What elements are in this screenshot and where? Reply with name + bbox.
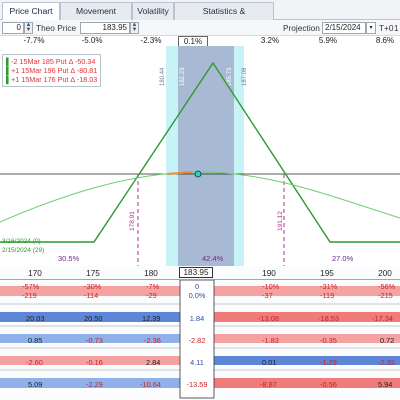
probability-mid: 42.4% (202, 254, 224, 263)
row-values: -57% -30% -7% -10% -31% -56% -219 -114 -… (0, 280, 400, 400)
band-label: 187.08 (242, 67, 248, 86)
greeks-bars (0, 280, 400, 399)
tab-movement-analysis[interactable]: Movement Analysis (60, 2, 132, 32)
cell: -0.73 (86, 336, 103, 345)
x-axis: 170 175 180 183.95 190 195 200 (0, 266, 400, 280)
legend-item: ▌+1 15Mar 176 Put Δ -18.03 (6, 75, 98, 84)
pct-label: 3.2% (260, 36, 280, 45)
cell: -10% (262, 282, 280, 291)
date-dropdown-icon[interactable]: ▾ (366, 22, 376, 34)
legend-item: ▌-2 15Mar 185 Put Δ -50.34 (6, 57, 96, 66)
payoff-expiration-line (0, 61, 400, 243)
center-cell: 1.84 (189, 314, 205, 323)
percent-row: -7.7% -5.0% -2.3% 0.1% 3.2% 5.9% 8.6% (0, 36, 400, 48)
payoff-chart[interactable]: 180.44 182.23 185.73 187.08 178.91 191.1… (0, 46, 400, 266)
projection-label: Projection (283, 23, 320, 33)
pct-label: 8.6% (375, 36, 395, 45)
cell: 0.01 (262, 358, 277, 367)
cell: 0.85 (28, 336, 43, 345)
x-tick: 180 (144, 269, 158, 278)
cell: -30% (84, 282, 102, 291)
controls-row: 0 ▲ ▼ Theo Price 183.95 ▲ ▼ Projection 2/1… (0, 20, 400, 36)
center-cell: 4.11 (190, 358, 204, 367)
theo-price-label: Theo Price (36, 23, 77, 33)
cell: 5.94 (378, 380, 393, 389)
projection-offset: T+0 (379, 23, 394, 33)
cell: -37 (262, 291, 273, 300)
cell: -10.64 (140, 380, 161, 389)
cell: 2.84 (146, 358, 161, 367)
x-tick: 200 (378, 269, 392, 278)
x-tick: 175 (86, 269, 100, 278)
cell: 12.39 (142, 314, 161, 323)
theo-price-stepper[interactable]: ▲ ▼ (130, 22, 139, 34)
cell: -215 (378, 291, 393, 300)
breakeven-right-label: 191.12 (277, 211, 284, 231)
pct-label: -2.3% (140, 36, 162, 45)
cell: -119 (320, 291, 335, 300)
x-tick-current: 183.95 (179, 267, 213, 278)
cell: -2.29 (86, 380, 103, 389)
positions-legend: ▌-2 15Mar 185 Put Δ -50.34 ▌+1 15Mar 196… (2, 54, 102, 87)
date-label-expiration: 3/16/2024 (0) (2, 238, 41, 245)
tab-price-chart[interactable]: Price Chart (2, 2, 60, 20)
tab-statistics-fundamentals[interactable]: Statistics & Fundamentals (174, 2, 274, 32)
cell: -7% (146, 282, 160, 291)
cell: -0.56 (320, 380, 337, 389)
cell: 0.72 (380, 336, 395, 345)
center-cell: 0 (194, 282, 200, 291)
tab-volatility[interactable]: Volatility (132, 2, 174, 20)
center-cell: -2.82 (188, 336, 206, 345)
x-tick: 195 (320, 269, 334, 278)
cell: -219 (22, 291, 37, 300)
probability-right: 27.0% (332, 254, 354, 263)
band-label: 180.44 (160, 67, 166, 86)
cell: -8.87 (260, 380, 277, 389)
cell: -56% (378, 282, 396, 291)
cell: -2.36 (144, 336, 161, 345)
cell: 5.09 (28, 380, 43, 389)
date-label-current: 2/15/2024 (29) (2, 247, 44, 254)
breakeven-left-label: 178.91 (129, 211, 136, 231)
cell: -31% (320, 282, 338, 291)
center-cell: 0.0% (188, 291, 206, 300)
cell: 20.03 (26, 314, 45, 323)
quantity-input[interactable]: 0 (2, 22, 24, 34)
pct-label: -5.0% (81, 36, 103, 45)
cell: -18.53 (318, 314, 339, 323)
cell: -2.32 (378, 358, 395, 367)
pct-label: -7.7% (23, 36, 45, 45)
cell: -0.35 (320, 336, 337, 345)
pct-label: 5.9% (318, 36, 338, 45)
theo-price-input[interactable]: 183.95 (80, 22, 130, 34)
band-label: 182.23 (180, 67, 186, 86)
x-tick: 190 (262, 269, 276, 278)
current-price-dot (194, 170, 202, 178)
band-label: 185.73 (227, 67, 233, 86)
cell: -1.29 (320, 358, 337, 367)
probability-left: 30.5% (58, 254, 80, 263)
cell: -2.60 (26, 358, 43, 367)
cell: -29 (146, 291, 157, 300)
projection-extra: 1 (394, 23, 399, 33)
std-band-inner (178, 46, 234, 266)
price-marker-line (167, 171, 193, 175)
tab-bar: Price Chart Movement Analysis Volatility… (0, 0, 400, 32)
cell: -1.83 (262, 336, 279, 345)
x-tick: 170 (28, 269, 42, 278)
cell: -57% (22, 282, 40, 291)
quantity-stepper[interactable]: ▲ ▼ (24, 22, 33, 34)
cell: -13.08 (258, 314, 279, 323)
cell: 20.50 (84, 314, 103, 323)
center-cell: -13.59 (186, 380, 208, 389)
cell: -17.34 (372, 314, 393, 323)
cell: -114 (84, 291, 99, 300)
cell: -0.16 (86, 358, 103, 367)
projection-date-input[interactable]: 2/15/2024 (322, 22, 366, 34)
legend-item: ▌+1 15Mar 196 Put Δ -80.81 (6, 66, 98, 75)
